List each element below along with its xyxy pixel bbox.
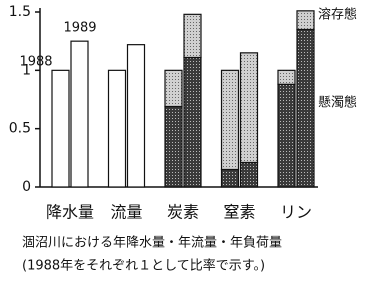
y-tick-label: 0.5 [9,121,31,137]
series-label: 溶存態 [318,7,357,23]
bar-segment [220,69,240,171]
bar-segment [183,56,202,188]
x-tick-label: 窒素 [223,203,255,222]
series-label: 懸濁態 [318,95,357,111]
x-tick-label: 炭素 [167,203,199,222]
caption-line: (1988年をそれぞれ１として比率で示す。) [22,258,265,274]
bar-segment [239,161,259,188]
y-tick-label: 0 [22,179,31,195]
bar-segment [296,10,315,31]
bar-segment [239,52,259,164]
bar-segment [51,69,70,188]
x-tick-label: 流量 [110,203,142,222]
x-tick-label: リン [280,203,312,222]
bar-segment [220,168,240,188]
caption-line: 涸沼川における年降水量・年流量・年負荷量 [22,236,282,251]
y-tick-label: 1 [22,62,31,78]
bar-segment [277,83,296,188]
stack-label: 1988 [19,55,52,70]
bar-segment [70,40,89,188]
bar-segment [277,69,296,85]
stack-label: 1989 [63,21,96,36]
bar-segment [107,69,127,188]
y-tick-label: 1.5 [9,4,31,20]
bar-segment [164,105,183,188]
x-tick-label: 降水量 [46,203,94,222]
bar-segment [164,69,183,108]
bar-segment [296,28,315,188]
bar-segment [126,44,146,188]
bar-segment [183,13,202,59]
